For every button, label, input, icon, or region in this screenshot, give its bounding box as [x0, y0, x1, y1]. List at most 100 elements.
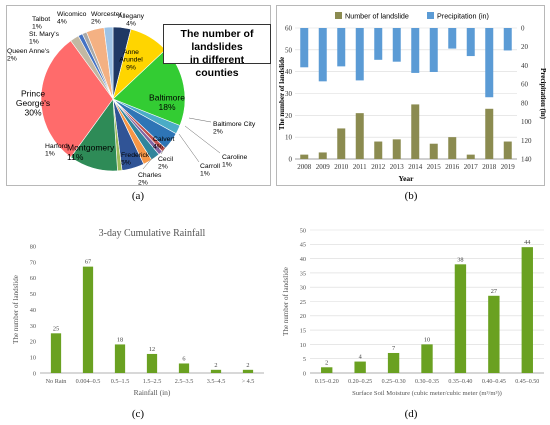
x-tick-label: 2.5–3.5: [175, 378, 194, 385]
pie-label: Carroll 1%: [200, 163, 221, 178]
x-axis-title: Rainfall (in): [134, 388, 171, 397]
leader-line: [142, 155, 155, 170]
y-tick-label: 0: [289, 156, 293, 164]
precip-bar: [337, 28, 346, 67]
rainfall-bar-chart: 3-day Cumulative Rainfall 0 10 20 30 40 50 60 70…: [12, 228, 264, 397]
y-tick-label: 5: [303, 356, 306, 363]
x-tick-label: 2019: [501, 163, 516, 171]
y-tick-label: 30: [30, 323, 36, 330]
pie-label: Allegany 4%: [118, 13, 145, 28]
y-tick-label: 30: [300, 285, 306, 292]
precip-bar: [448, 28, 457, 49]
bar: [354, 361, 366, 373]
x-tick-label: 0.15–0.20: [315, 379, 339, 385]
data-label: 4: [359, 354, 363, 361]
y-tick-label: 60: [30, 275, 36, 282]
x-tick-label: 0.5–1.5: [111, 378, 130, 385]
data-label: 67: [85, 259, 91, 266]
bar: [50, 333, 62, 373]
data-label: 2: [246, 362, 249, 369]
y-right-tick-label: 100: [521, 118, 532, 126]
bar: [521, 247, 533, 373]
leader-line: [184, 125, 221, 154]
x-tick-label: > 4.5: [242, 378, 255, 385]
x-tick-label: 2017: [464, 163, 479, 171]
pie-label: Frederick 5%: [121, 152, 150, 167]
caption-c: (c): [131, 408, 145, 420]
y-right-tick-label: 40: [521, 62, 529, 70]
y-right-tick-label: 140: [521, 156, 532, 164]
precip-bar: [503, 28, 512, 51]
precip-bar: [392, 28, 401, 62]
pie-slice: [103, 26, 114, 100]
legend-swatch: [427, 12, 434, 19]
bar: [178, 363, 190, 373]
y-right-tick-label: 80: [521, 99, 529, 107]
y-right-axis-title: Precipitation (in): [539, 68, 547, 120]
pie-chart: Allegany 4% Anne Arundel 9% Baltimore 18% Balti…: [7, 11, 256, 187]
x-tick-label: 3.5–4.5: [207, 378, 226, 385]
precip-bar: [318, 28, 327, 82]
y-tick-label: 40: [285, 68, 293, 76]
precip-bar: [300, 28, 309, 68]
y-tick-label: 30: [285, 90, 293, 98]
y-tick-label: 35: [300, 270, 306, 277]
landslide-bar: [392, 139, 401, 159]
x-tick-label: 2009: [316, 163, 331, 171]
panel-b: Number of landslide Precipitation (in) 0 10…: [276, 5, 547, 186]
y-tick-label: 40: [30, 307, 36, 314]
caption-d: (d): [404, 408, 418, 420]
data-label: 25: [53, 325, 59, 332]
bar: [210, 369, 222, 373]
pie-label: Harford 1%: [45, 143, 68, 158]
landslide-bar: [355, 113, 364, 159]
bar: [421, 344, 433, 373]
x-tick-label: 2018: [482, 163, 497, 171]
y-tick-label: 40: [300, 256, 306, 263]
y-right-tick-label: 60: [521, 81, 529, 89]
x-axis-title: Year: [399, 174, 415, 183]
bar: [387, 352, 400, 373]
x-tick-label: 2010: [334, 163, 349, 171]
y-tick-label: 10: [285, 134, 293, 142]
bar: [242, 369, 254, 373]
precip-bar: [355, 28, 364, 81]
bar: [454, 264, 467, 373]
precip-bar: [374, 28, 383, 60]
bar: [488, 295, 500, 373]
pie-label: Baltimore City 2%: [213, 121, 256, 136]
year-bar-chart: Number of landslide Precipitation (in) 0 10…: [278, 12, 547, 184]
x-tick-label: 1.5–2.5: [143, 378, 162, 385]
data-label: 12: [149, 346, 155, 353]
data-label: 2: [325, 359, 328, 366]
precip-bar: [466, 28, 475, 57]
y-tick-label: 25: [300, 299, 306, 306]
landslide-bar: [337, 128, 346, 159]
y-tick-label: 60: [285, 25, 293, 33]
y-tick-label: 50: [30, 291, 36, 298]
landslide-bar: [429, 143, 438, 159]
landslide-bar: [318, 152, 327, 159]
legend-swatch: [335, 12, 342, 19]
x-tick-label: 2008: [297, 163, 312, 171]
pie-label: Prince George's 30%: [16, 89, 50, 118]
x-tick-label: 0.35–0.40: [448, 379, 472, 385]
bar: [114, 344, 126, 373]
y-right-tick-label: 20: [521, 43, 529, 51]
x-tick-label: 0.30–0.35: [415, 379, 439, 385]
pie-label: Cecil 2%: [158, 156, 174, 171]
legend-label: Number of landslide: [345, 12, 409, 21]
caption-b: (b): [404, 190, 418, 202]
pie-label: Charles 2%: [138, 172, 162, 187]
y-axis-title: The number of landslide: [278, 57, 286, 130]
y-right-tick-label: 0: [521, 25, 525, 33]
x-tick-label: 2012: [371, 163, 386, 171]
pie-title-box: The number of landslides in different co…: [163, 24, 271, 79]
y-tick-label: 10: [300, 342, 306, 349]
y-tick-label: 20: [300, 313, 306, 320]
y-tick-label: 15: [300, 328, 306, 335]
pie-slice: [40, 40, 114, 158]
landslide-bar: [485, 108, 494, 159]
bar: [321, 367, 333, 373]
data-label: 44: [524, 239, 531, 246]
